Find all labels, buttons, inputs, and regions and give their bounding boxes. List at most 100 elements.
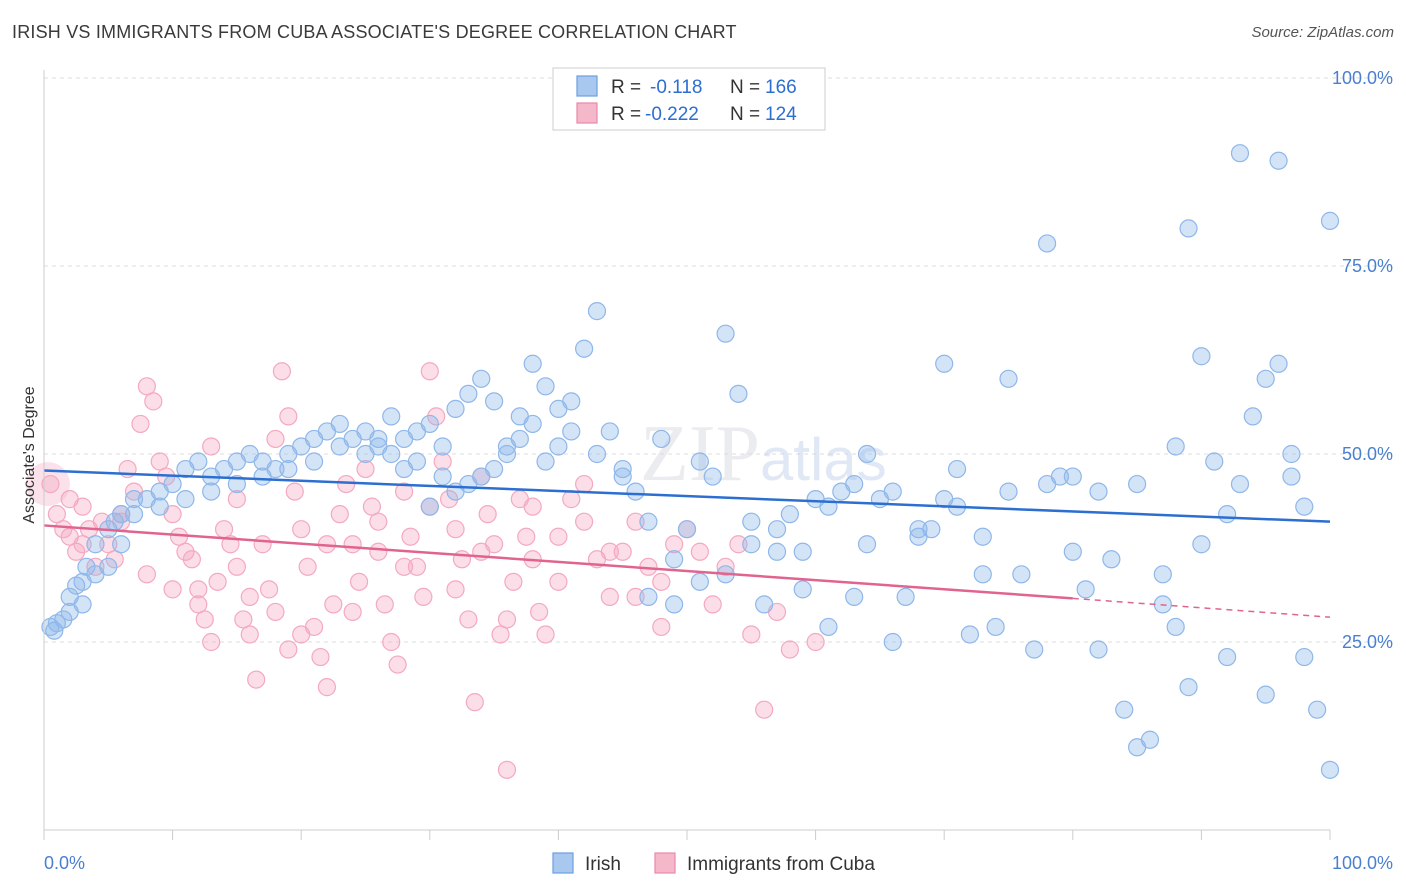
points-immigrants-from-cuba — [25, 362, 825, 779]
irish-point-66 — [845, 587, 864, 606]
cuba-point-105 — [227, 490, 246, 509]
irish-point-154 — [124, 505, 144, 524]
cuba-point-16 — [144, 392, 163, 411]
cuba-point-52 — [375, 595, 394, 614]
irish-point-165 — [472, 467, 491, 486]
irish-point-37 — [472, 369, 491, 388]
irish-point-152 — [176, 490, 195, 509]
irish-point-75 — [960, 625, 980, 644]
irish-point-116 — [1192, 535, 1211, 554]
cuba-point-50 — [362, 497, 382, 516]
irish-point-133 — [665, 595, 684, 614]
irish-point-161 — [45, 621, 64, 640]
cuba-point-87 — [665, 535, 684, 554]
irish-point-77 — [986, 617, 1005, 637]
cuba-point-43 — [317, 678, 337, 697]
cuba-point-55 — [394, 482, 414, 501]
irish-point-51 — [652, 429, 671, 449]
irish-point-80 — [1025, 640, 1044, 659]
legend-bottom-label-cuba: Immigrants from Cuba — [687, 854, 875, 875]
cuba-point-70 — [491, 625, 510, 644]
irish-point-119 — [1295, 497, 1314, 516]
irish-point-46 — [587, 302, 607, 321]
cuba-point-53 — [382, 632, 401, 652]
irish-point-102 — [1308, 700, 1327, 719]
irish-point-168 — [394, 459, 414, 479]
irish-point-114 — [1089, 482, 1108, 501]
y-axis-label: Associate's Degree — [21, 386, 38, 523]
irish-point-52 — [665, 550, 684, 569]
irish-point-120 — [1218, 505, 1237, 524]
irish-point-108 — [1320, 211, 1340, 230]
legend-bottom-swatch-irish — [552, 852, 574, 874]
cuba-point-94 — [755, 700, 774, 719]
irish-point-136 — [587, 444, 607, 464]
cuba-point-45 — [330, 505, 349, 524]
irish-point-92 — [1179, 678, 1198, 697]
cuba-point-60 — [427, 407, 446, 426]
irish-point-30 — [382, 407, 401, 426]
cuba-point-96 — [780, 640, 799, 659]
y-tick-labels: 25.0% 50.0% 75.0% 100.0% — [1332, 68, 1393, 652]
cuba-point-47 — [343, 535, 362, 554]
cuba-point-56 — [401, 527, 420, 546]
cuba-point-40 — [298, 557, 317, 576]
legend-n-value-1: 124 — [765, 104, 797, 125]
irish-point-113 — [1127, 474, 1147, 494]
cuba-point-64 — [452, 550, 472, 569]
legend-n-label-1: N = — [730, 104, 760, 125]
cuba-point-97 — [806, 632, 825, 652]
irish-point-54 — [690, 452, 709, 471]
irish-point-117 — [1256, 369, 1275, 388]
irish-point-72 — [922, 520, 941, 539]
irish-point-84 — [1076, 580, 1095, 599]
irish-point-6 — [86, 535, 105, 554]
cuba-point-44 — [324, 595, 343, 614]
irish-point-58 — [742, 535, 761, 554]
irish-point-86 — [1102, 550, 1121, 569]
irish-point-155 — [112, 535, 131, 554]
irish-point-157 — [86, 565, 105, 584]
cuba-point-106 — [240, 587, 259, 606]
irish-point-151 — [202, 482, 221, 501]
cuba-point-62 — [439, 490, 459, 509]
cuba-point-74 — [517, 527, 536, 546]
irish-point-146 — [330, 437, 349, 456]
irish-point-43 — [549, 437, 568, 456]
irish-point-48 — [613, 459, 632, 479]
irish-point-76 — [973, 565, 992, 584]
cuba-point-104 — [202, 437, 221, 456]
cuba-point-99 — [73, 497, 92, 516]
irish-point-104 — [1037, 234, 1057, 253]
cuba-point-14 — [131, 414, 150, 434]
y-tick-label-1: 50.0% — [1342, 444, 1393, 464]
cuba-point-63 — [446, 520, 465, 539]
cuba-point-10 — [105, 550, 124, 569]
cuba-point-42 — [311, 647, 330, 667]
irish-point-34 — [433, 437, 452, 456]
cuba-point-23 — [189, 580, 208, 599]
irish-point-105 — [1179, 219, 1198, 238]
irish-point-103 — [1320, 760, 1340, 779]
irish-point-149 — [253, 467, 272, 486]
cuba-point-4 — [67, 542, 86, 561]
trend-line-1 — [43, 524, 1073, 600]
y-tick-label-3: 100.0% — [1332, 68, 1393, 88]
legend-r-value-1: -0.222 — [645, 104, 699, 125]
cuba-point-58 — [414, 587, 433, 606]
irish-point-142 — [433, 467, 452, 486]
irish-point-118 — [1282, 467, 1301, 486]
irish-point-147 — [304, 452, 324, 471]
cuba-point-77 — [536, 625, 555, 644]
cuba-point-32 — [247, 670, 266, 689]
cuba-point-21 — [176, 542, 195, 561]
irish-point-107 — [1269, 151, 1288, 170]
irish-point-9 — [112, 505, 131, 524]
legend-r-label-0: R = — [611, 77, 641, 98]
cuba-point-109 — [292, 625, 311, 644]
irish-point-85 — [1089, 640, 1108, 659]
legend-top-box — [552, 67, 826, 131]
irish-point-50 — [639, 512, 658, 531]
points-irish — [41, 144, 1340, 779]
